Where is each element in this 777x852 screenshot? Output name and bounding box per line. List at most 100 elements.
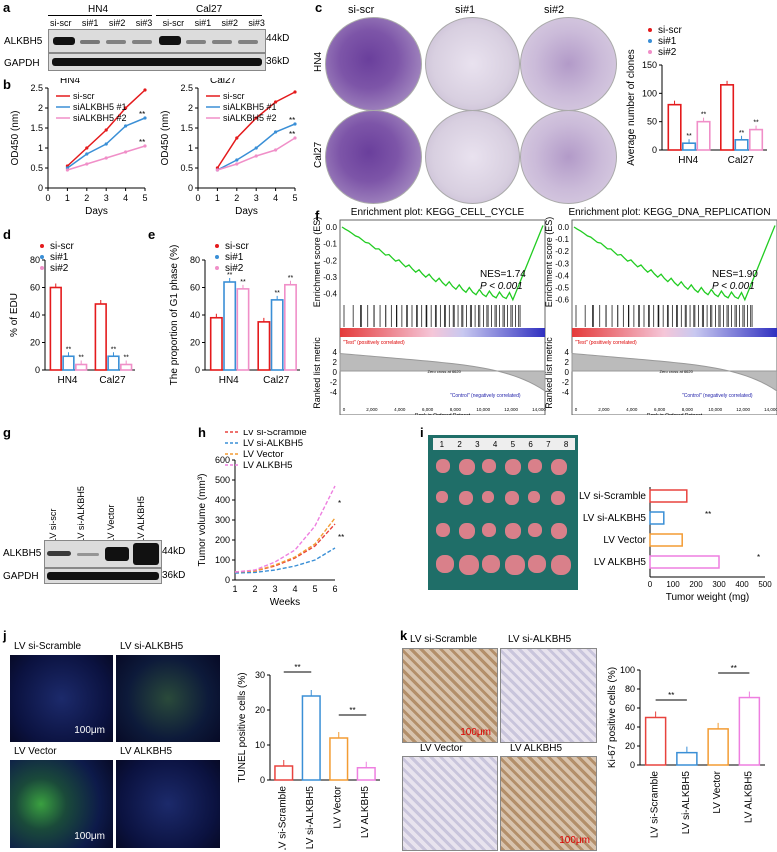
- y-tick-label: 2: [38, 103, 43, 113]
- legend-swatch: [215, 244, 219, 248]
- bar: [356, 767, 376, 781]
- sig-marker: **: [753, 120, 759, 127]
- y-tick-label: 20: [190, 338, 200, 348]
- legend-label: siALKBH5 #1: [223, 102, 277, 112]
- panel-label-g: g: [3, 425, 11, 440]
- tunel-image: 100μm: [10, 655, 113, 742]
- category-label: LV ALKBH5: [743, 771, 754, 824]
- tunel-image: 100μm: [10, 760, 113, 848]
- tumor: [436, 523, 450, 537]
- sig-marker: **: [139, 110, 145, 119]
- legend-label: si-scr: [225, 241, 250, 252]
- data-point: [143, 116, 147, 120]
- sig-marker: **: [686, 133, 692, 140]
- img-label: LV si-Scramble: [410, 634, 478, 645]
- x-tick-label: HN4: [57, 375, 77, 386]
- y-tick-label: -0.3: [323, 273, 337, 282]
- sig-marker: **: [349, 706, 355, 715]
- scale-bar-label: 100μm: [460, 727, 491, 738]
- y-tick-label: 100: [642, 88, 657, 98]
- y-tick-label: 40: [190, 310, 200, 320]
- y-axis-label: Ki-67 positive cells (%): [607, 667, 618, 768]
- y-tick-label: 0: [630, 760, 635, 770]
- x-axis-label: Weeks: [270, 597, 300, 608]
- y-tick-label: -0.2: [555, 247, 569, 256]
- data-point: [293, 90, 297, 94]
- sig-marker: **: [705, 510, 711, 519]
- blot-alkbh5-g: [44, 540, 162, 568]
- sig-marker: **: [289, 116, 295, 125]
- y-tick-label: -4: [330, 388, 338, 397]
- data-point: [235, 158, 239, 162]
- y-tick-label: 60: [30, 283, 40, 293]
- y-tick-label: 2: [333, 358, 338, 367]
- y-tick-label: 20: [30, 338, 40, 348]
- legend-label: siALKBH5 #1: [73, 102, 127, 112]
- y-tick-label: 60: [190, 283, 200, 293]
- x-tick-label: 6,000: [654, 407, 666, 412]
- tumor: [436, 491, 448, 503]
- y-tick-label: 2.5: [30, 83, 43, 93]
- data-point: [143, 144, 147, 148]
- col-label-si2: si#2: [544, 4, 565, 16]
- x-tick-label: 100: [666, 580, 680, 589]
- lane-label-g: LV ALKBH5: [136, 496, 146, 543]
- data-point: [104, 142, 108, 146]
- y-tick-label: 50: [647, 117, 657, 127]
- y-tick-label: 400: [215, 495, 230, 505]
- series-line: [217, 137, 296, 171]
- panel-label-b: b: [3, 77, 11, 92]
- chart-b-cal27: Cal27 0 0.5 1 1.5 2 2.5 0 1 2 3 4 5 Days OD450 (nm) ** *…: [160, 78, 298, 217]
- category-label: LV si-Scramble: [277, 786, 288, 850]
- bar: [223, 281, 237, 371]
- row-label-alkbh5: ALKBH5: [4, 36, 43, 47]
- tumor: [436, 459, 450, 473]
- y-axis-label: Enrichment score (ES): [544, 217, 554, 308]
- lane-label: si#2: [221, 18, 239, 28]
- x-tick-label: 2: [84, 193, 89, 203]
- rank-color-bar: [340, 328, 545, 337]
- x-tick-label: 5: [142, 193, 147, 203]
- legend-swatch: [648, 50, 652, 54]
- chart-f: Enrichment plot: KEGG_CELL_CYCLE 0.0 -0.1 -…: [312, 207, 777, 415]
- category-label: LV si-Scramble: [650, 771, 661, 838]
- legend-swatch: [215, 255, 219, 259]
- row-label-cal27-c: Cal27: [313, 141, 324, 168]
- lane-labels-a: si-scr si#1 si#2 si#3 si-scr si#1 si#2 s…: [50, 18, 265, 28]
- legend-label: si#1: [225, 252, 244, 263]
- bar: [649, 555, 720, 569]
- rank-color-bar: [572, 328, 777, 337]
- legend-swatch: [40, 244, 44, 248]
- tumor: [459, 523, 475, 539]
- lane-label: si#1: [81, 18, 99, 28]
- legend-label: si#1: [50, 252, 69, 263]
- data-point: [124, 106, 128, 110]
- tumor: [551, 491, 565, 505]
- legend-label: si-scr: [223, 91, 245, 101]
- tumor: [482, 523, 496, 537]
- chart-j: 0 10 20 30 TUNEL positive cells (%) LV si-Scr…: [237, 663, 380, 850]
- scale-bar-label: 100μm: [559, 835, 590, 846]
- y-tick-label: 500: [215, 475, 230, 485]
- chart-b-hn4: HN4 0 0.5 1 1.5 2 2.5 0 1 2 3 4 5 Days OD450 (nm) ** ** s…: [10, 78, 148, 217]
- series-line: [234, 523, 336, 573]
- chart-title: Cal27: [210, 78, 237, 86]
- x-tick-label: 2,000: [366, 407, 378, 412]
- bar: [738, 696, 761, 766]
- data-point: [124, 124, 128, 128]
- tumor: [482, 491, 494, 503]
- data-point: [85, 146, 89, 150]
- legend-label: si-scr: [658, 25, 683, 36]
- ranking-metric: [571, 352, 777, 392]
- chart-h: 0 100 200 300 400 500 600 1 2 3 4 5 6 Weeks Tumor volu…: [197, 430, 344, 608]
- x-tick-label: 500: [758, 580, 772, 589]
- pos-note: "Test" (positively correlated): [575, 340, 637, 346]
- tumor: [551, 523, 567, 539]
- y-tick-label: 100: [620, 665, 635, 675]
- bar: [301, 695, 321, 781]
- tumor: [505, 523, 521, 539]
- bar: [676, 751, 698, 766]
- sig-marker: **: [294, 663, 300, 672]
- y-tick-label: 2.5: [180, 83, 193, 93]
- lane-label: si#3: [248, 18, 265, 28]
